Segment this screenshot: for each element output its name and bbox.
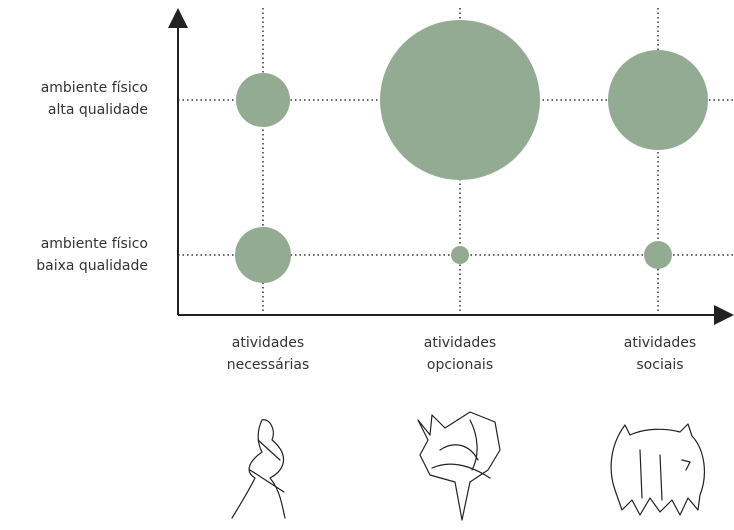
column-label: opcionais xyxy=(427,357,493,373)
column-label: atividades xyxy=(424,335,496,351)
row-label: ambiente físico xyxy=(41,80,148,96)
sketch-social xyxy=(610,423,705,516)
sketch-optional xyxy=(417,411,501,521)
row-label: baixa qualidade xyxy=(36,258,148,274)
sketch-necessary xyxy=(231,419,286,519)
bubbles xyxy=(235,20,708,283)
bubble xyxy=(235,227,291,283)
bubble xyxy=(451,246,469,264)
bubble xyxy=(380,20,540,180)
bubble xyxy=(608,50,708,150)
row-label: ambiente físico xyxy=(41,236,148,252)
column-label: necessárias xyxy=(227,357,309,373)
column-label: atividades xyxy=(624,335,696,351)
bubble xyxy=(644,241,672,269)
bubble xyxy=(236,73,290,127)
row-label: alta qualidade xyxy=(48,102,148,118)
column-label: sociais xyxy=(636,357,683,373)
column-label: atividades xyxy=(232,335,304,351)
